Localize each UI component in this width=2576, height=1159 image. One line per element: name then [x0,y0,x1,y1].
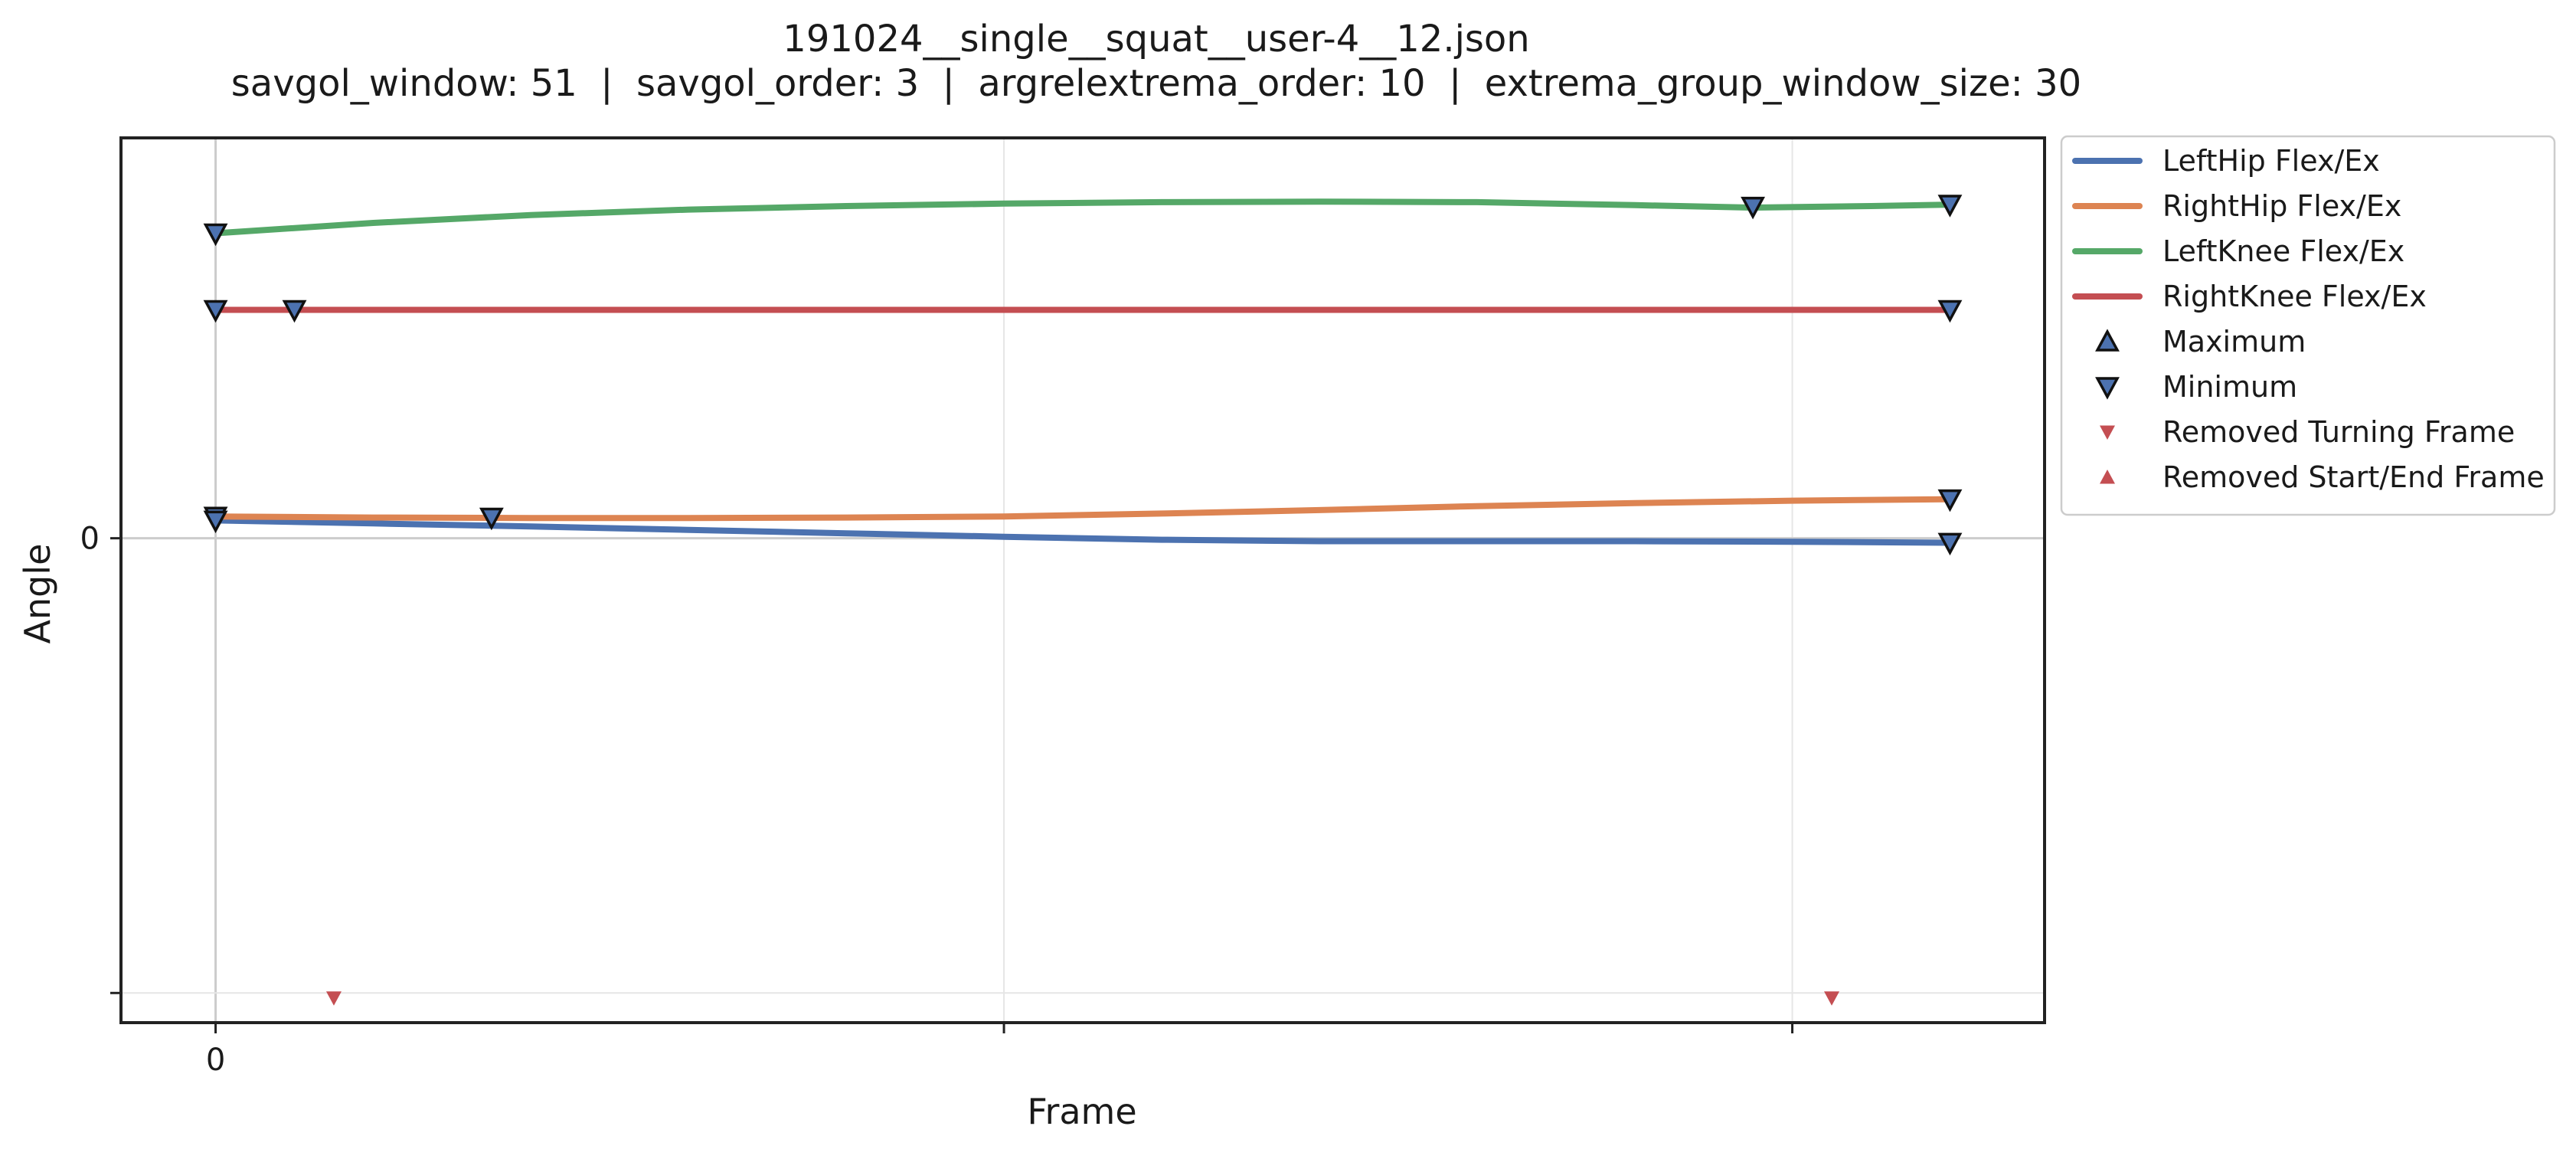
legend-swatch [2100,425,2115,440]
legend-swatch [2095,329,2120,352]
minimum-marker [282,300,307,323]
plot-frame [119,136,2046,1024]
chart-subtitle: savgol_window: 51 | savgol_order: 3 | ar… [231,62,2081,105]
series-line [212,198,1953,237]
x-axis-label: Frame [1027,1091,1136,1132]
legend-box [2060,135,2556,516]
legend-label: LeftKnee Flex/Ex [2162,234,2404,268]
y-tick-label: 0 [80,522,100,557]
removed-turning-frame-marker [325,991,342,1006]
x-tick-label: 0 [206,1043,225,1078]
legend-label: RightHip Flex/Ex [2162,189,2401,223]
y-axis-label: Angle [17,544,58,644]
minimum-marker [203,223,228,247]
legend-swatch [2100,470,2115,484]
legend: LeftHip Flex/Ex RightHip Flex/Ex LeftKnee … [2060,135,2556,516]
legend-label: Minimum [2162,370,2297,404]
chart-title: 191024__single__squat__user-4__12.json [783,18,1529,61]
legend-swatch [2095,377,2120,400]
minimum-marker [203,300,228,323]
legend-label: LeftHip Flex/Ex [2162,144,2380,178]
minimum-marker [203,510,228,534]
minimum-marker [1937,195,1963,218]
legend-label: RightKnee Flex/Ex [2162,280,2427,313]
legend-label: Removed Turning Frame [2162,415,2515,449]
legend-label: Removed Start/End Frame [2162,460,2545,494]
plot-area: 00 [80,136,2046,1078]
minimum-marker [479,507,504,531]
minimum-marker [1937,489,1963,512]
minimum-marker [1937,532,1963,556]
series-line [212,517,1953,546]
removed-turning-frame-marker [1824,991,1840,1006]
legend-label: Maximum [2162,325,2306,359]
minimum-marker [1741,196,1766,220]
minimum-marker [1937,300,1963,323]
series-line [212,496,1953,522]
